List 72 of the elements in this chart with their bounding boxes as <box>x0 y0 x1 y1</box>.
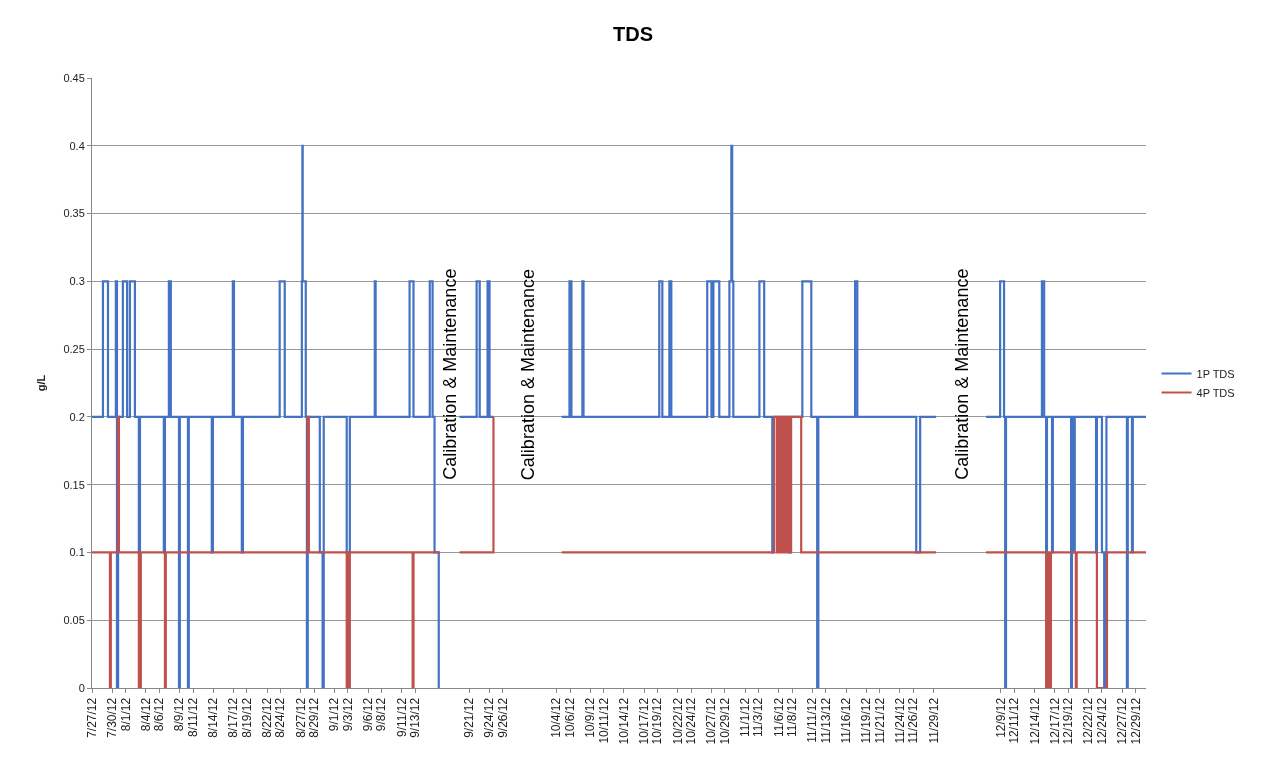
x-tick-label: 8/6/12 <box>152 697 167 732</box>
x-tick-label: 11/11/12 <box>805 697 820 743</box>
annotation: Calibration & Maintenance <box>951 268 972 480</box>
x-tick-label: 8/14/12 <box>206 697 221 738</box>
x-tick-label: 12/9/12 <box>993 697 1008 738</box>
x-tick-label: 10/4/12 <box>549 697 564 738</box>
x-tick-label: 11/24/12 <box>892 697 907 744</box>
x-tick-label: 11/1/12 <box>738 697 752 737</box>
y-axis-title: g/L <box>35 374 48 392</box>
x-tick-label: 9/21/12 <box>461 697 476 738</box>
x-tick-label: 10/27/12 <box>704 697 719 745</box>
x-tick-label: 12/29/12 <box>1128 697 1143 745</box>
x-tick-label: 10/6/12 <box>562 697 577 738</box>
x-tick-label: 12/17/12 <box>1047 697 1062 745</box>
x-tick-label: 10/19/12 <box>650 697 665 745</box>
x-tick-label: 11/8/12 <box>785 697 800 737</box>
x-tick-label: 9/24/12 <box>482 697 497 738</box>
x-tick-label: 10/9/12 <box>583 697 598 738</box>
x-tick-label: 11/26/12 <box>906 697 921 744</box>
y-tick-label: 0.15 <box>63 478 85 491</box>
y-tick-label: 0.4 <box>69 139 85 152</box>
x-tick-label: 11/29/12 <box>926 697 941 744</box>
x-tick-label: 7/27/12 <box>84 697 99 738</box>
x-tick-label: 8/17/12 <box>226 697 241 738</box>
annotation: Calibration & Maintenance <box>439 268 460 480</box>
x-tick-label: 12/11/12 <box>1007 697 1022 744</box>
x-tick-label: 9/6/12 <box>360 697 375 732</box>
x-tick-label: 10/14/12 <box>616 697 631 745</box>
x-tick-label: 8/11/12 <box>185 697 200 737</box>
x-tick-label: 8/24/12 <box>273 697 288 738</box>
x-tick-label: 11/13/12 <box>818 697 833 744</box>
x-tick-label: 11/16/12 <box>839 697 853 744</box>
x-tick-label: 12/22/12 <box>1081 697 1096 745</box>
x-tick-label: 12/24/12 <box>1094 697 1109 745</box>
x-tick-label: 9/11/12 <box>394 697 409 737</box>
y-tick-label: 0 <box>78 681 85 694</box>
x-tick-label: 8/1/12 <box>118 697 133 732</box>
y-tick-label: 0.35 <box>63 207 85 220</box>
x-tick-label: 10/29/12 <box>717 697 732 745</box>
x-tick-label: 11/3/12 <box>751 697 766 737</box>
x-tick-label: 7/30/12 <box>105 697 120 738</box>
annotation: Calibration & Maintenance <box>517 269 538 481</box>
x-tick-label: 10/22/12 <box>670 697 685 745</box>
y-tick-label: 0.3 <box>69 275 85 288</box>
x-tick-label: 10/17/12 <box>637 697 652 745</box>
x-tick-label: 9/13/12 <box>408 697 423 738</box>
x-tick-label: 10/11/12 <box>596 697 611 744</box>
x-tick-label: 9/1/12 <box>327 697 342 732</box>
y-tick-label: 0.2 <box>69 410 85 423</box>
x-tick-label: 12/19/12 <box>1061 697 1076 745</box>
chart-title: TDS <box>613 23 653 46</box>
x-tick-label: 11/21/12 <box>872 697 887 744</box>
x-tick-label: 10/24/12 <box>684 697 699 745</box>
y-tick-label: 0.25 <box>63 342 85 355</box>
x-tick-label: 8/4/12 <box>138 697 153 732</box>
x-tick-label: 12/27/12 <box>1115 697 1130 745</box>
y-tick-label: 0.05 <box>63 614 85 627</box>
x-tick-label: 11/6/12 <box>771 697 786 737</box>
y-tick-label: 0.1 <box>69 546 85 559</box>
x-tick-label: 8/27/12 <box>293 697 308 738</box>
legend-label: 1P TDS <box>1196 367 1235 380</box>
x-tick-label: 9/3/12 <box>340 697 355 732</box>
x-tick-label: 8/19/12 <box>239 697 254 738</box>
x-tick-label: 9/8/12 <box>374 697 389 732</box>
x-tick-label: 8/29/12 <box>307 697 322 738</box>
x-tick-label: 8/22/12 <box>259 697 274 738</box>
legend-label: 4P TDS <box>1196 386 1235 399</box>
x-tick-label: 8/9/12 <box>172 697 187 732</box>
y-tick-label: 0.45 <box>63 71 85 84</box>
x-tick-label: 12/14/12 <box>1027 697 1042 745</box>
x-tick-label: 9/26/12 <box>495 697 510 738</box>
x-tick-label: 11/19/12 <box>859 697 874 744</box>
